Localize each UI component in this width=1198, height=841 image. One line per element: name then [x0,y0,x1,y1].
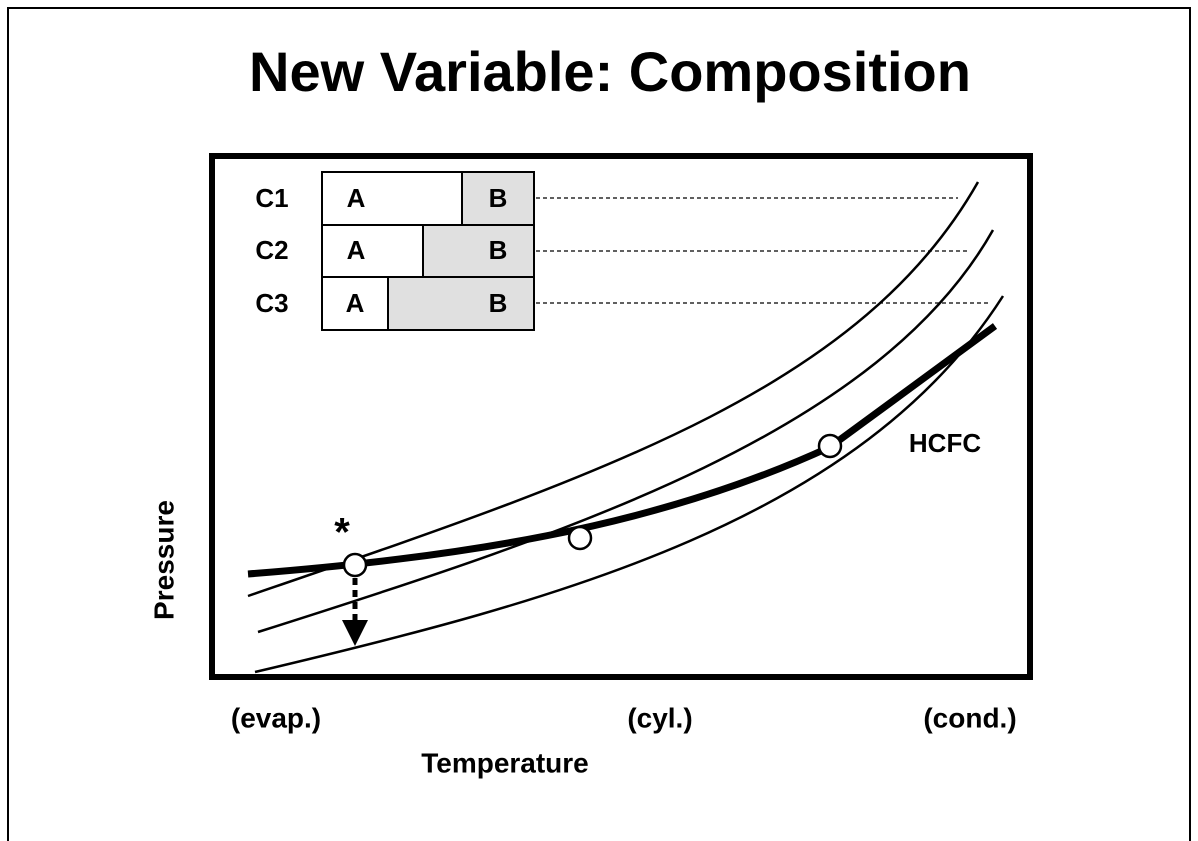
curve-hcfc [247,323,998,578]
x-label: (cond.) [923,702,1016,733]
leader-lines [536,197,990,304]
b-label: B [489,235,508,265]
intersection [567,525,593,551]
curve-c1 [247,181,980,598]
b-fill [388,277,534,330]
plot-frame [209,153,1033,680]
curve-c3 [254,295,1005,674]
b-label: B [489,183,508,213]
x-label: (cyl.) [627,702,692,733]
curves [247,181,1005,674]
a-label: A [347,183,366,213]
slide-frame [7,7,1191,841]
intersection [342,552,368,578]
y-axis-label: Pressure [148,500,179,620]
x-axis-label: Temperature [421,747,589,778]
row-label: C1 [255,183,288,213]
intersection [817,433,843,459]
b-fill [462,172,534,225]
b-label: B [489,288,508,318]
title: New Variable: Composition [249,40,971,103]
a-label: A [346,288,365,318]
row-label: C2 [255,235,288,265]
row-label: C3 [255,288,288,318]
curve-label: HCFC [909,428,981,458]
composition-table: C1 C2 C3 A A A B B B [255,171,535,331]
curve-c2 [257,229,995,634]
arrow-head [342,620,368,646]
x-label: (evap.) [231,702,321,733]
a-label: A [347,235,366,265]
marker: * [334,511,350,555]
b-fill [423,225,534,277]
table-border [321,171,535,331]
